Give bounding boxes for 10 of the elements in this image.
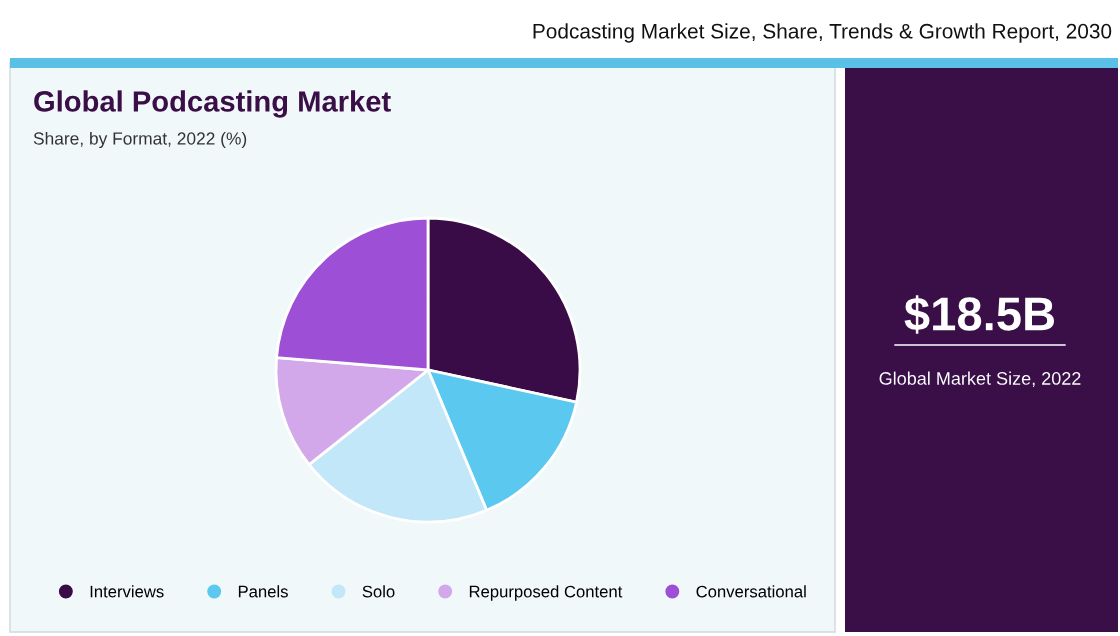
chart-subtitle: Share, by Format, 2022 (%) <box>33 131 247 149</box>
legend-label: Interviews <box>90 585 164 598</box>
legend-label: Repurposed Content <box>469 585 623 601</box>
text: Global Market Size, 2022 <box>879 371 1081 387</box>
legend-label: Panels <box>238 585 288 598</box>
legend-label: Conversational <box>696 585 806 598</box>
legend-label: Solo <box>362 585 395 598</box>
text: Podcasting Market Size, Share, Trends & Growth Report, 2030 <box>533 23 1112 43</box>
chart-title: Global Podcasting Market <box>34 90 391 118</box>
text: $18.5B <box>904 295 1054 334</box>
